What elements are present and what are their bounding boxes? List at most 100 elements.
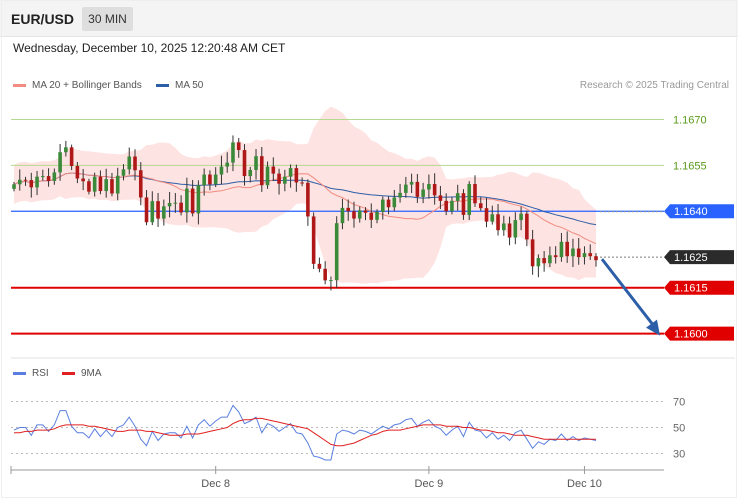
candle-body (427, 184, 431, 190)
candle-body (46, 176, 51, 181)
candle-body (35, 176, 39, 188)
candle-body (115, 175, 120, 194)
candle-body (277, 173, 281, 184)
candle-body (502, 223, 506, 231)
candle-body (138, 170, 143, 198)
candle-body (478, 203, 483, 209)
candle-body (265, 166, 270, 186)
candle-body (98, 176, 103, 192)
candle-body (565, 241, 569, 257)
candle-body (196, 185, 201, 214)
candle-body (450, 200, 454, 212)
copyright: Research © 2025 Trading Central (579, 80, 729, 91)
candle-body (513, 220, 518, 238)
symbol-label: EUR/USD (11, 11, 75, 27)
rsi-tick-50: 50 (673, 423, 685, 435)
candle-body (542, 258, 546, 264)
candle-body (92, 176, 97, 192)
candle-body (81, 178, 85, 182)
candle-body (490, 214, 495, 222)
candle-body (133, 156, 137, 171)
candle-body (409, 181, 414, 185)
candle-body (104, 179, 108, 192)
current-price-label: 1.1625 (674, 252, 708, 264)
candle-body (219, 166, 224, 175)
candle-body (231, 142, 235, 163)
candle-body (248, 169, 253, 177)
candle-body (69, 147, 74, 166)
candle-body (548, 255, 552, 264)
candle-body (571, 248, 575, 257)
candle-body (23, 179, 28, 181)
candle-body (334, 223, 339, 281)
candle-body (294, 168, 299, 183)
forecast-arrow-head (646, 319, 660, 336)
x-tick-label-Dec-10: Dec 10 (567, 478, 602, 490)
candle-body (190, 188, 195, 214)
legend-ma50-label: MA 50 (175, 80, 204, 91)
ma50-swatch (156, 83, 169, 87)
candle-body (432, 184, 437, 196)
candle-body (404, 184, 408, 193)
candle-body (254, 156, 258, 170)
candle-body (380, 199, 385, 212)
candle-body (582, 253, 587, 258)
candle-body (496, 214, 500, 231)
candle-body (369, 212, 374, 220)
candle-body (58, 152, 62, 173)
level-label-1.1615: 1.1615 (674, 283, 708, 295)
candle-body (340, 207, 345, 224)
rsi-series-RSI (13, 404, 597, 461)
candle-body (375, 211, 379, 220)
candle-body (271, 166, 276, 174)
candle-body (519, 213, 523, 221)
candle-body (306, 182, 310, 217)
level-tag-1.1600 (664, 326, 734, 341)
candle-body (156, 201, 160, 219)
candle-body (12, 184, 16, 189)
legend-rsi-label: RSI (32, 368, 49, 379)
level-tag-1.1615 (664, 280, 734, 295)
candle-body (444, 200, 448, 212)
candle-body (576, 248, 581, 258)
candle-body (461, 193, 466, 215)
candle-body (323, 268, 327, 281)
candle-body (346, 207, 351, 212)
legend-ma20: MA 20 + Bollinger Bands (13, 80, 142, 91)
timeframe-button[interactable]: 30 MIN (82, 7, 133, 31)
candle-body (588, 253, 593, 257)
legend-ma50: MA 50 (156, 80, 203, 91)
candle-body (536, 258, 541, 267)
candle-body (525, 213, 529, 240)
current-price-tag (664, 250, 734, 265)
ma9-swatch (62, 371, 75, 375)
candle-body (236, 142, 241, 151)
candle-body (127, 156, 132, 170)
legend-9ma: 9MA (62, 368, 102, 379)
candle-body (507, 223, 512, 238)
level-label-1.1640: 1.1640 (674, 206, 708, 218)
candle-body (317, 263, 322, 269)
candle-body (473, 184, 477, 204)
candle-body (484, 208, 489, 222)
candle-body (363, 210, 368, 213)
level-label-1.1670: 1.1670 (673, 114, 707, 126)
candle-body (415, 181, 420, 197)
ma20-swatch (13, 83, 26, 87)
candle-body (225, 162, 230, 167)
level-label-1.1655: 1.1655 (673, 160, 707, 172)
candle-body (288, 168, 293, 177)
candle-body (17, 179, 22, 185)
candle-body (283, 176, 287, 184)
candle-body (150, 201, 155, 223)
candle-body (311, 216, 316, 264)
legend-ma20-label: MA 20 + Bollinger Bands (32, 80, 142, 91)
candle-body (185, 188, 189, 213)
candle-body (398, 192, 402, 198)
candle-body (530, 239, 535, 267)
rsi-swatch (13, 371, 26, 375)
legend-9ma-label: 9MA (81, 368, 102, 379)
candle-body (392, 197, 397, 208)
rsi-series-9MA (14, 417, 596, 447)
